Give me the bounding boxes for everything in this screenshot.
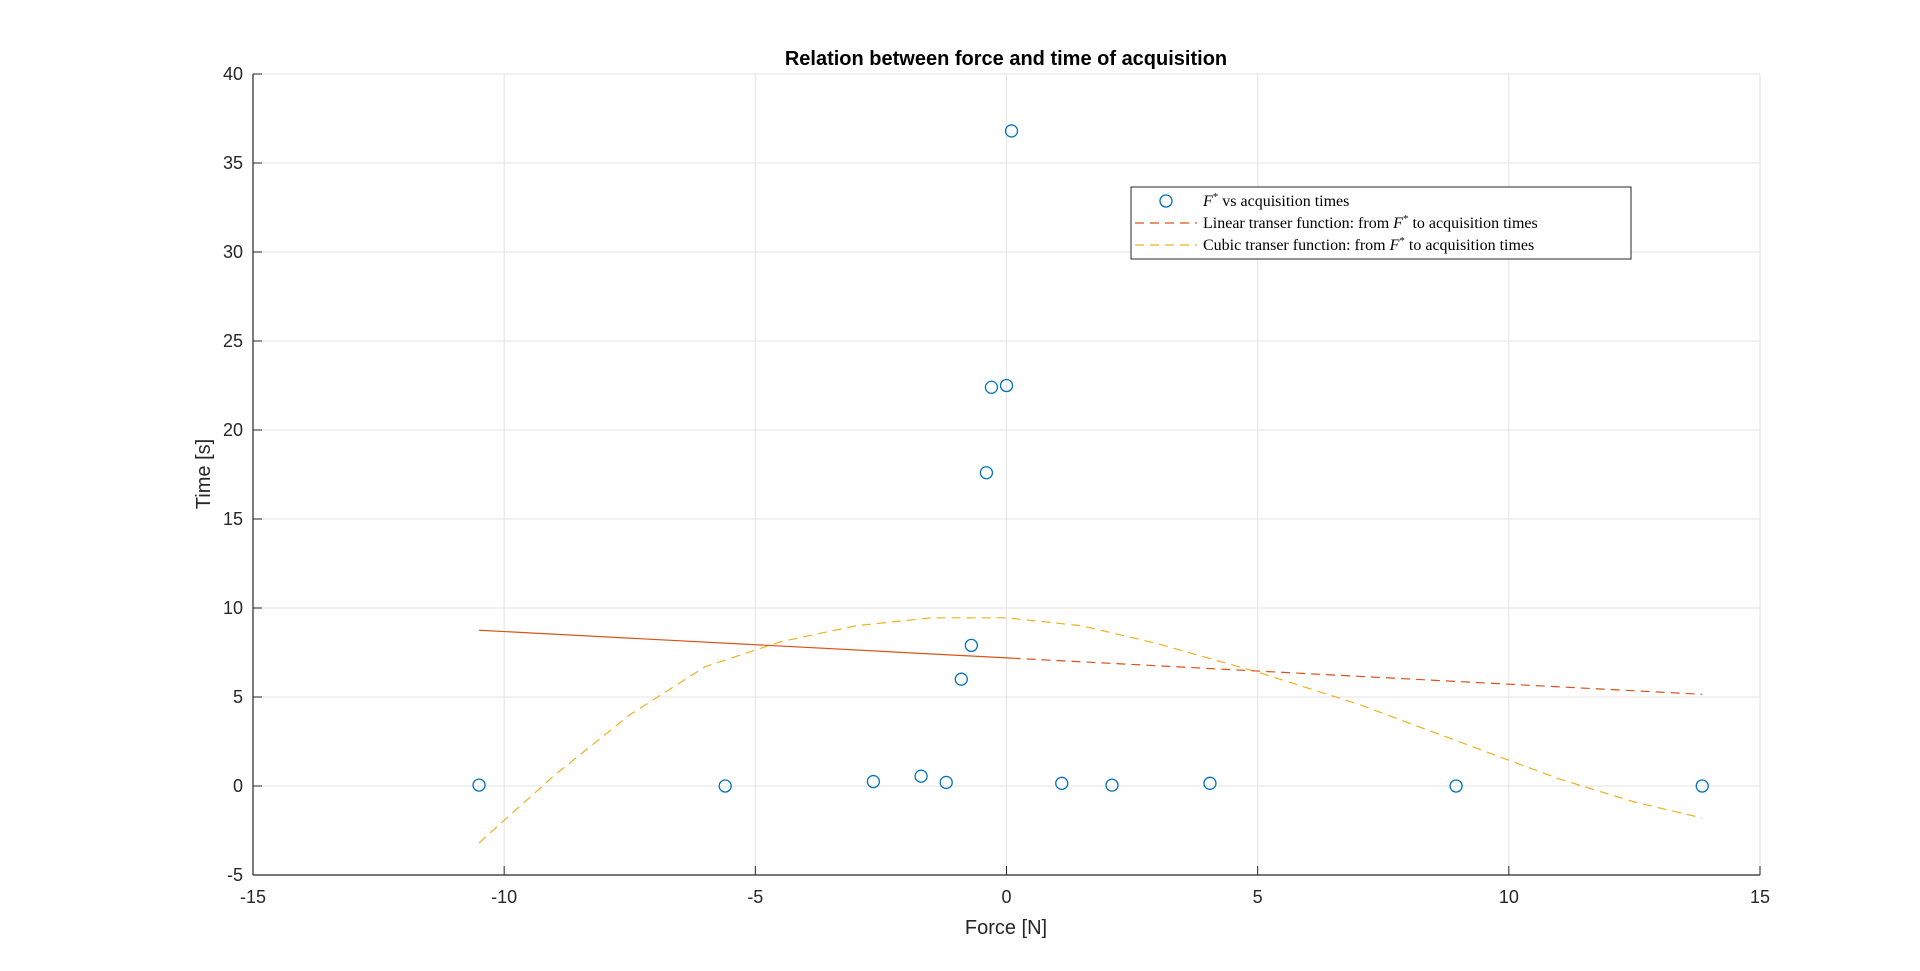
legend: F* vs acquisition times Linear transer fu… — [1130, 186, 1632, 260]
data-point — [1105, 778, 1119, 792]
y-tick-label: 5 — [233, 687, 243, 707]
y-tick-label: 40 — [223, 64, 243, 84]
data-point — [1004, 124, 1019, 138]
data-point — [939, 775, 953, 790]
legend-entry-text: Linear transer function: from F* to acqu… — [1203, 213, 1538, 232]
y-tick-label: 15 — [223, 509, 243, 529]
data-point — [954, 672, 968, 686]
data-point — [1203, 776, 1217, 790]
x-tick-label: 5 — [1253, 887, 1263, 907]
legend-marker-scatter — [1159, 194, 1173, 208]
legend-entry-text: F* vs acquisition times — [1202, 191, 1349, 210]
data-point — [979, 466, 994, 480]
chart-title: Relation between force and time of acqui… — [785, 48, 1227, 70]
data-point — [914, 769, 928, 783]
y-tick-label: -5 — [227, 865, 243, 885]
x-tick-label: 10 — [1499, 887, 1519, 907]
linear-fit-line-dashed — [1011, 657, 1703, 695]
x-axis-label: Force [N] — [965, 917, 1047, 939]
x-tick-label: -5 — [747, 887, 763, 907]
y-tick-label: 10 — [223, 598, 243, 618]
y-tick-label: 35 — [223, 153, 243, 173]
x-tick-label: 0 — [1001, 887, 1011, 907]
data-point — [984, 380, 999, 394]
y-tick-label: 25 — [223, 331, 243, 351]
data-point — [1695, 779, 1709, 793]
x-tick-label: -10 — [491, 887, 517, 907]
y-tick-label: 0 — [233, 776, 243, 796]
data-point — [866, 774, 881, 789]
data-point — [1055, 776, 1069, 790]
x-tick-label: 15 — [1750, 887, 1770, 907]
axes: -15 -10 -5 0 5 10 15 -5 0 5 10 15 20 25 30 35 40 — [223, 64, 1770, 907]
y-tick-label: 30 — [223, 242, 243, 262]
data-point — [472, 778, 486, 792]
data-point — [964, 638, 978, 653]
x-tick-label: -15 — [240, 887, 266, 907]
legend-entry-text: Cubic transer function: from F* to acqui… — [1203, 235, 1534, 254]
y-tick-label: 20 — [223, 420, 243, 440]
data-point — [999, 378, 1014, 393]
data-point — [718, 779, 732, 793]
data-point — [1449, 779, 1463, 793]
legend-box — [1130, 186, 1632, 260]
series-layer — [472, 124, 1709, 844]
cubic-fit-line — [478, 617, 1703, 844]
linear-fit-line-solid — [479, 629, 1012, 659]
y-axis-label: Time [s] — [193, 439, 215, 509]
